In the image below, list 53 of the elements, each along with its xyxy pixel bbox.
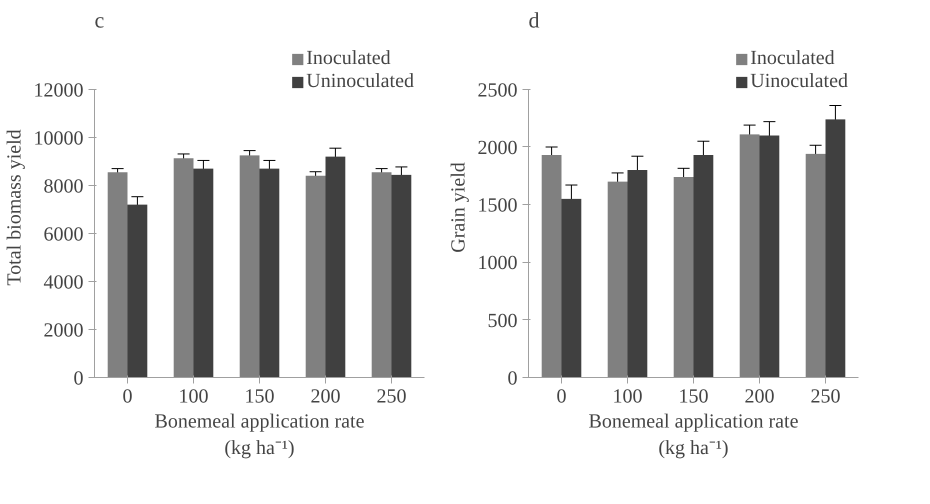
chart-title: d (528, 8, 540, 32)
bar (240, 155, 260, 378)
y-tick-label: 10000 (34, 127, 84, 150)
bar (372, 172, 392, 378)
x-tick-label: 250 (810, 386, 840, 408)
x-tick-label: 150 (678, 386, 708, 408)
bar (674, 176, 694, 378)
bar (326, 156, 346, 378)
y-tick-label: 2000 (478, 136, 518, 159)
y-axis-title: Grain yield (448, 162, 470, 253)
bar (628, 170, 648, 378)
legend-label: Uinoculated (750, 70, 848, 93)
y-tick-label: 1500 (478, 194, 518, 217)
y-tick-label: 2500 (478, 79, 518, 102)
bar (174, 158, 194, 378)
x-axis-title: Bonemeal application rate (kg ha⁻¹) (588, 410, 799, 459)
y-tick-label: 6000 (44, 223, 84, 246)
x-tick-label: 0 (122, 386, 132, 408)
y-tick-label: 12000 (34, 79, 84, 102)
x-tick-label: 200 (310, 386, 340, 408)
bar (740, 134, 760, 378)
x-tick-label: 100 (612, 386, 642, 408)
bar (542, 155, 562, 378)
bar (194, 168, 214, 378)
bar (108, 172, 128, 378)
y-tick-label: 500 (488, 310, 518, 332)
y-axis-title: Total biomass yield (4, 129, 26, 286)
legend-label: Uninoculated (306, 70, 414, 93)
bar (608, 182, 628, 378)
chart-title: c (94, 8, 104, 32)
bar (806, 154, 826, 378)
bar (826, 119, 846, 378)
x-tick-label: 150 (244, 386, 274, 408)
x-tick-label: 250 (376, 386, 406, 408)
bar (260, 168, 280, 378)
y-tick-label: 1000 (478, 252, 518, 274)
legend-label: Inoculated (306, 47, 391, 70)
x-tick-label: 0 (556, 386, 566, 408)
bar (306, 176, 326, 378)
y-tick-label: 2000 (44, 319, 84, 342)
x-tick-label: 200 (744, 386, 774, 408)
legend-label: Inoculated (750, 47, 835, 70)
y-tick-label: 4000 (44, 271, 84, 294)
bar (562, 198, 582, 378)
y-tick-label: 8000 (44, 175, 84, 198)
bar (694, 155, 714, 378)
bar (392, 174, 412, 378)
bar (760, 135, 780, 378)
y-tick-label: 0 (508, 368, 518, 390)
x-axis-title: Bonemeal application rate (kg ha⁻¹) (154, 410, 365, 459)
x-tick-label: 100 (178, 386, 208, 408)
bar (128, 204, 148, 378)
y-tick-label: 0 (74, 368, 84, 390)
